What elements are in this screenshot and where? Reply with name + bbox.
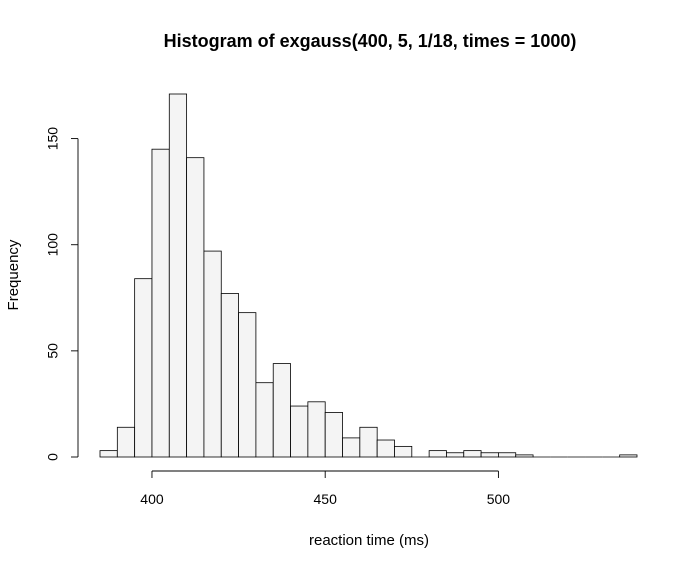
y-tick-label-150: 150 xyxy=(45,127,61,151)
x-tick-label-400: 400 xyxy=(140,491,164,507)
histogram-bar-445-450 xyxy=(307,401,326,458)
y-tick-label-0: 0 xyxy=(45,453,61,461)
x-tick-label-500: 500 xyxy=(487,491,511,507)
histogram-bar-390-395 xyxy=(116,426,136,458)
histogram-bar-450-455 xyxy=(324,412,343,458)
histogram-bar-405-410 xyxy=(168,93,188,458)
histogram-bar-465-470 xyxy=(376,439,395,458)
histogram-bar-480-485 xyxy=(428,450,447,458)
histogram-bar-420-425 xyxy=(220,293,239,458)
histogram-bar-470-475 xyxy=(394,445,413,458)
histogram-bar-425-430 xyxy=(238,312,257,458)
histogram-bar-535-540 xyxy=(619,454,638,458)
histogram-bar-500-505 xyxy=(498,452,517,458)
histogram-bar-440-445 xyxy=(290,405,309,458)
y-tick-label-100: 100 xyxy=(45,233,61,257)
histogram-bar-415-420 xyxy=(203,250,222,458)
histogram-bar-485-490 xyxy=(446,452,465,458)
y-tick-label-50: 50 xyxy=(45,343,61,359)
histogram-bar-495-500 xyxy=(480,452,499,458)
y-axis-label: Frequency xyxy=(5,239,22,310)
histogram-bar-455-460 xyxy=(342,437,361,458)
histogram-bar-385-390 xyxy=(99,450,118,458)
x-axis: 400 450 500 xyxy=(140,470,511,507)
histogram-bar-410-415 xyxy=(186,157,205,458)
histogram-bar-395-400 xyxy=(134,278,153,458)
bars-group xyxy=(99,93,638,458)
x-axis-label: reaction time (ms) xyxy=(309,532,429,549)
histogram-bar-460-465 xyxy=(359,426,378,458)
histogram-bar-430-435 xyxy=(255,382,274,458)
histogram-bar-490-495 xyxy=(463,450,482,458)
histogram-bar-505-510 xyxy=(515,454,534,458)
y-axis: 0 50 100 150 xyxy=(45,127,79,461)
histogram-bar-435-440 xyxy=(272,363,291,458)
x-tick-label-450: 450 xyxy=(314,491,338,507)
histogram-bar-400-405 xyxy=(151,148,170,458)
chart-title: Histogram of exgauss(400, 5, 1/18, times… xyxy=(164,31,577,51)
